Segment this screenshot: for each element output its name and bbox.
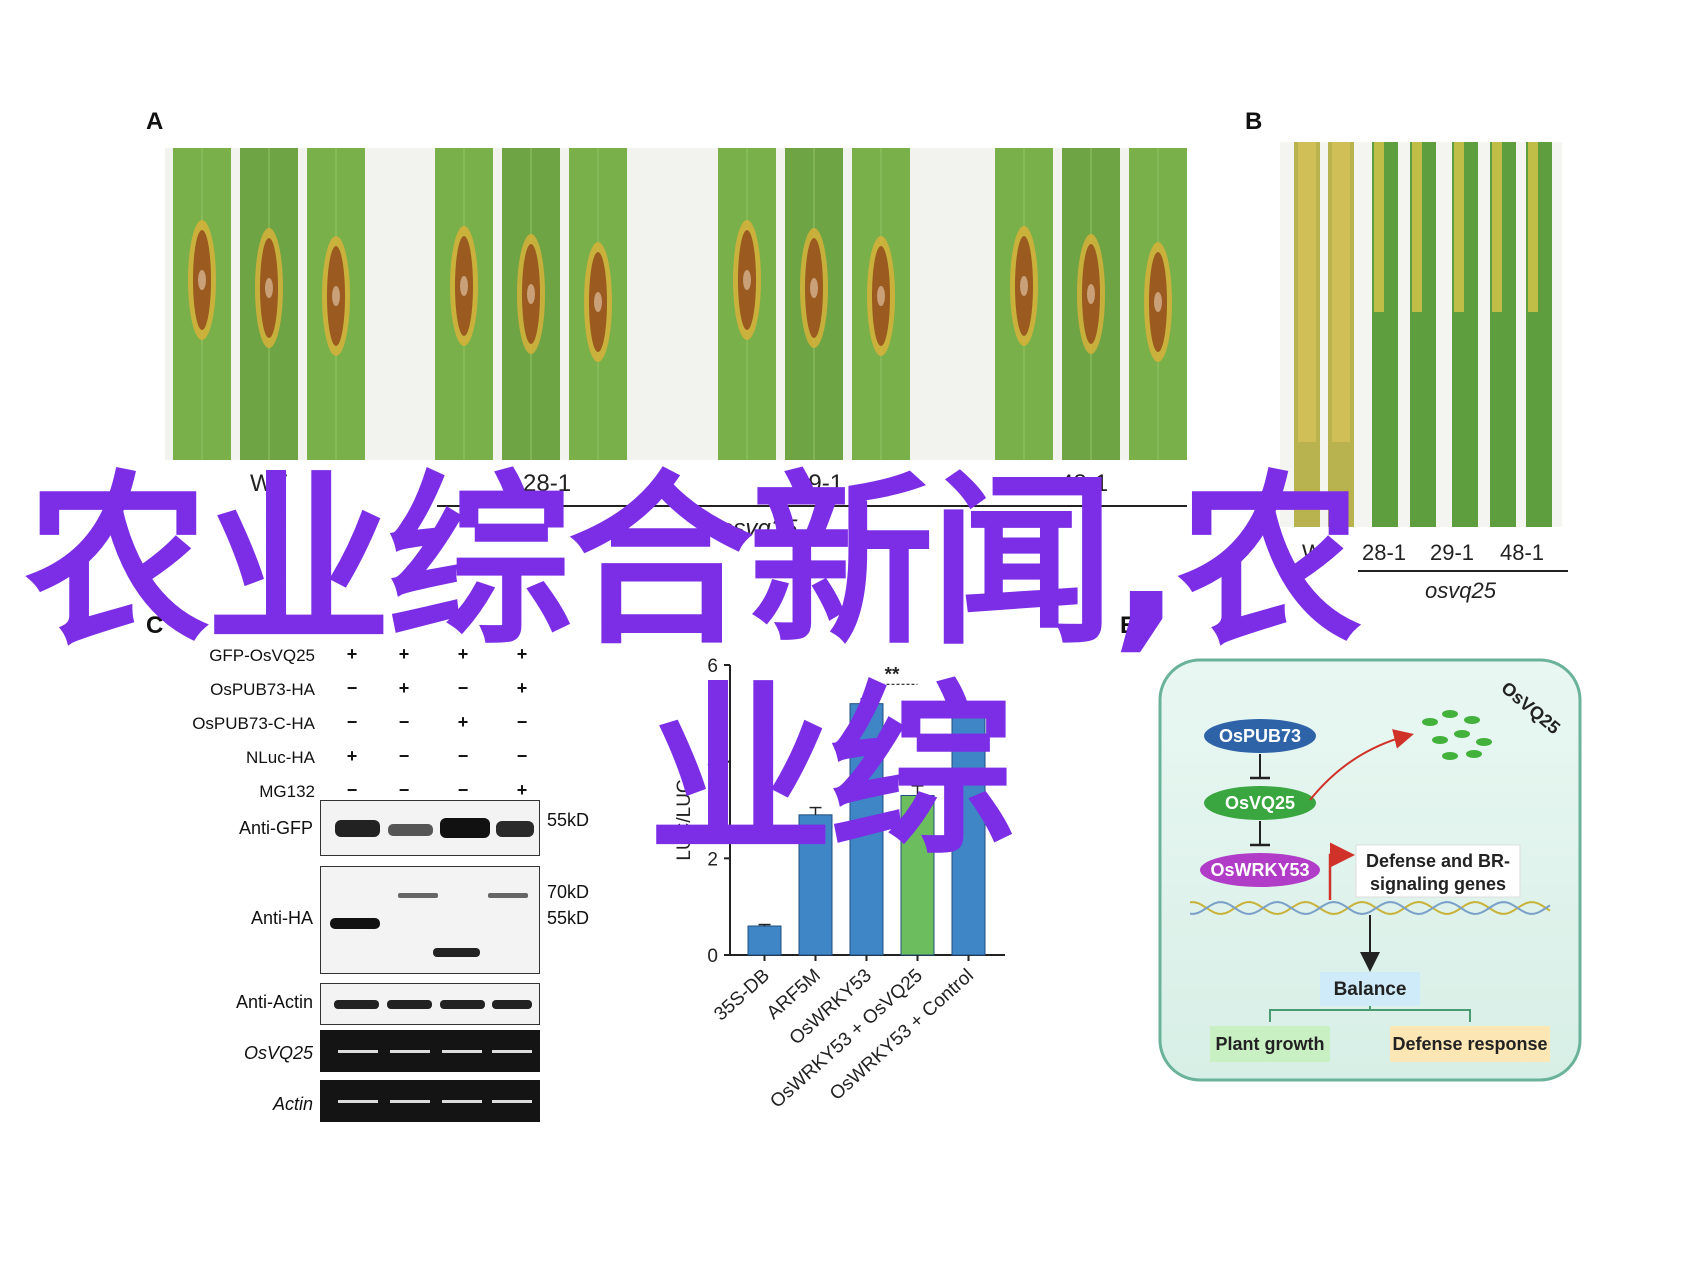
panel-c-blot-label: Anti-HA <box>250 908 313 928</box>
osvpub73-label: OsPUB73 <box>1219 726 1301 746</box>
panel-c-condition-label: NLuc-HA <box>246 748 315 767</box>
panel-b-group-bar <box>1358 570 1568 572</box>
panel-d-ylabel: LUC/LUC <box>674 779 695 860</box>
panel-b-leaf-photo <box>1280 142 1562 527</box>
panel-c-sign: − <box>398 746 410 766</box>
panel-a-group-bar <box>437 505 1187 507</box>
panel-c-sign: + <box>516 678 528 698</box>
oswrky53-label: OsWRKY53 <box>1210 860 1309 880</box>
y-tick-label: 2 <box>707 849 718 870</box>
overlay-title-line-2: 业综 <box>648 664 1014 880</box>
y-tick-label: 4 <box>707 753 718 774</box>
balance-box <box>1320 972 1420 1006</box>
panel-a-sample-48-1: 48-1 <box>1060 470 1109 497</box>
panel-a-sample-wt: WT <box>250 470 288 497</box>
panel-c-sign: − <box>516 746 528 766</box>
plant-growth-box <box>1210 1026 1330 1062</box>
significance-label: ** <box>885 664 900 685</box>
panel-c-sign: + <box>457 712 469 732</box>
plant-growth-label: Plant growth <box>1216 1034 1325 1054</box>
defense-response-label: Defense response <box>1392 1034 1547 1054</box>
panel-c-sign: − <box>516 712 528 732</box>
panel-c-gel-osvq25 <box>320 1030 540 1072</box>
panel-c-blot-anti-gfp <box>320 800 540 856</box>
y-tick-label: 0 <box>707 946 718 967</box>
panel-c-sign: − <box>346 712 358 732</box>
defense-response-box <box>1390 1026 1550 1062</box>
panel-c-condition-label: OsPUB73-C-HA <box>192 714 315 733</box>
panel-c-sign: + <box>346 644 358 664</box>
overlay-title-line-1: 农业综合新闻,农 <box>25 454 1362 670</box>
panel-c-blot-label: OsVQ25 <box>243 1043 313 1063</box>
osvq25-label: OsVQ25 <box>1225 793 1295 813</box>
panel-c-marker-70kd: 70kD <box>547 882 590 902</box>
panel-c-sign: − <box>457 678 469 698</box>
panel-c-sign: + <box>457 644 469 664</box>
activation-arrow <box>1328 842 1355 900</box>
osvq25-node <box>1204 786 1316 820</box>
panel-a-sample-28-1: 28-1 <box>523 470 572 497</box>
panel-b-group-label: osvq25 <box>1425 578 1496 603</box>
panel-c-condition-label: MG132 <box>259 782 315 801</box>
panel-c-sign: − <box>398 712 410 732</box>
panel-c-marker-55kd: 55kD <box>547 908 590 928</box>
bar <box>798 814 833 956</box>
panel-c-sign: + <box>516 780 528 800</box>
bar <box>747 925 782 956</box>
osvq25-fragments-icon <box>1422 710 1492 760</box>
panel-d-label: D <box>664 612 682 639</box>
panel-c-sign: − <box>346 780 358 800</box>
panel-a-group-label: osvq25 <box>720 515 798 542</box>
panel-c-marker-55kd: 55kD <box>547 810 590 830</box>
y-tick-label: 6 <box>707 656 718 677</box>
degradation-arrow <box>1309 729 1414 801</box>
panel-c-sign: − <box>398 780 410 800</box>
panel-e-model-diagram: OsPUB73 OsVQ25 OsVQ25 OsWRKY53 Defense a… <box>1158 658 1582 1082</box>
panel-c-sign: + <box>398 644 410 664</box>
panel-c-condition-label: OsPUB73-HA <box>210 680 315 699</box>
panel-b-sample-wt: WT <box>1302 540 1337 565</box>
panel-c-condition-label: GFP-OsVQ25 <box>209 646 315 665</box>
target-genes-box <box>1355 844 1521 898</box>
panel-c-gel-actin <box>320 1080 540 1122</box>
panel-c-sign: + <box>398 678 410 698</box>
panel-c-blot-label: Anti-Actin <box>235 992 313 1012</box>
panel-b-sample-28-1: 28-1 <box>1362 540 1407 565</box>
osvpub73-node <box>1204 719 1316 753</box>
dna-helix-icon <box>1189 900 1551 916</box>
panel-c-sign: + <box>346 746 358 766</box>
panel-b-label: B <box>1245 108 1263 135</box>
panel-a-label: A <box>146 108 164 135</box>
oswrky53-node <box>1200 853 1320 887</box>
x-tick-label: 35S-DB <box>710 965 773 1025</box>
panel-c-sign: − <box>457 780 469 800</box>
panel-c-blot-label: Anti-GFP <box>238 818 313 838</box>
panel-a-leaf-photo <box>165 148 1187 460</box>
balance-label: Balance <box>1334 979 1407 1000</box>
panel-c-sign: + <box>516 644 528 664</box>
panel-b-sample-29-1: 29-1 <box>1430 540 1475 565</box>
bar <box>951 712 986 956</box>
panel-c-sign: − <box>346 678 358 698</box>
target-genes-label-1: Defense and BR- <box>1366 851 1510 871</box>
panel-c-label: C <box>146 612 164 639</box>
panel-c-blot-anti-actin <box>320 983 540 1025</box>
panel-c-sign: − <box>457 746 469 766</box>
bar <box>849 703 884 956</box>
panel-a-sample-29-1: 29-1 <box>795 470 844 497</box>
panel-c-blot-anti-ha <box>320 866 540 974</box>
panel-e-label: E <box>1120 612 1137 639</box>
panel-c-blot-label: Actin <box>272 1094 313 1114</box>
target-genes-label-2: signaling genes <box>1370 874 1506 894</box>
panel-b-sample-48-1: 48-1 <box>1500 540 1545 565</box>
